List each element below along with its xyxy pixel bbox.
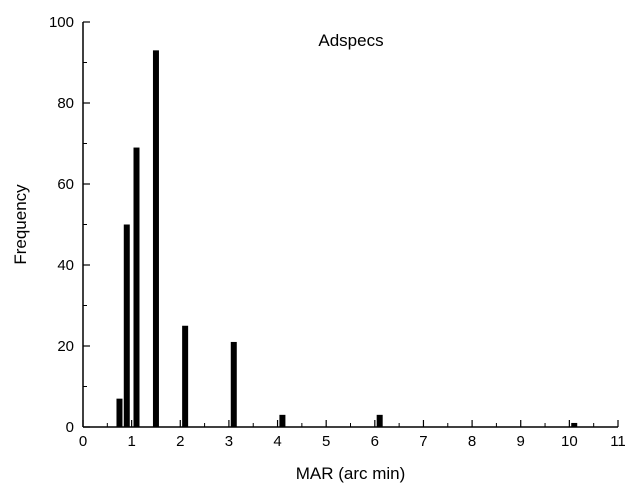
bar bbox=[376, 414, 383, 427]
x-tick-label: 9 bbox=[517, 433, 525, 450]
x-tick-label: 11 bbox=[610, 433, 626, 450]
bar bbox=[152, 50, 159, 427]
x-axis-title: MAR (arc min) bbox=[296, 464, 406, 483]
y-tick-label: 0 bbox=[66, 419, 74, 436]
chart-title: Adspecs bbox=[318, 31, 383, 50]
x-tick-label: 6 bbox=[371, 433, 379, 450]
x-tick-label: 1 bbox=[127, 433, 135, 450]
y-tick-label: 40 bbox=[57, 257, 74, 274]
bar bbox=[123, 224, 130, 427]
bar bbox=[230, 341, 237, 427]
bar bbox=[279, 414, 286, 427]
x-axis-ticks: 0 1 2 3 4 5 6 7 8 9 10 11 bbox=[79, 420, 626, 450]
bars-group bbox=[116, 50, 578, 428]
y-axis-title: Frequency bbox=[11, 184, 30, 265]
y-tick-label: 80 bbox=[57, 95, 74, 112]
x-tick-label: 5 bbox=[322, 433, 330, 450]
bar bbox=[116, 398, 123, 427]
y-tick-label: 60 bbox=[57, 176, 74, 193]
y-axis-ticks: 0 20 40 60 80 100 bbox=[49, 14, 90, 436]
y-tick-label: 100 bbox=[49, 14, 74, 31]
y-tick-label: 20 bbox=[57, 338, 74, 355]
x-tick-label: 7 bbox=[419, 433, 427, 450]
x-tick-label: 10 bbox=[561, 433, 578, 450]
bar bbox=[182, 325, 189, 427]
x-tick-label: 0 bbox=[79, 433, 87, 450]
x-tick-label: 3 bbox=[225, 433, 233, 450]
x-tick-label: 8 bbox=[468, 433, 476, 450]
x-tick-label: 2 bbox=[176, 433, 184, 450]
bar bbox=[571, 422, 578, 427]
x-tick-label: 4 bbox=[273, 433, 281, 450]
bar bbox=[133, 147, 140, 428]
